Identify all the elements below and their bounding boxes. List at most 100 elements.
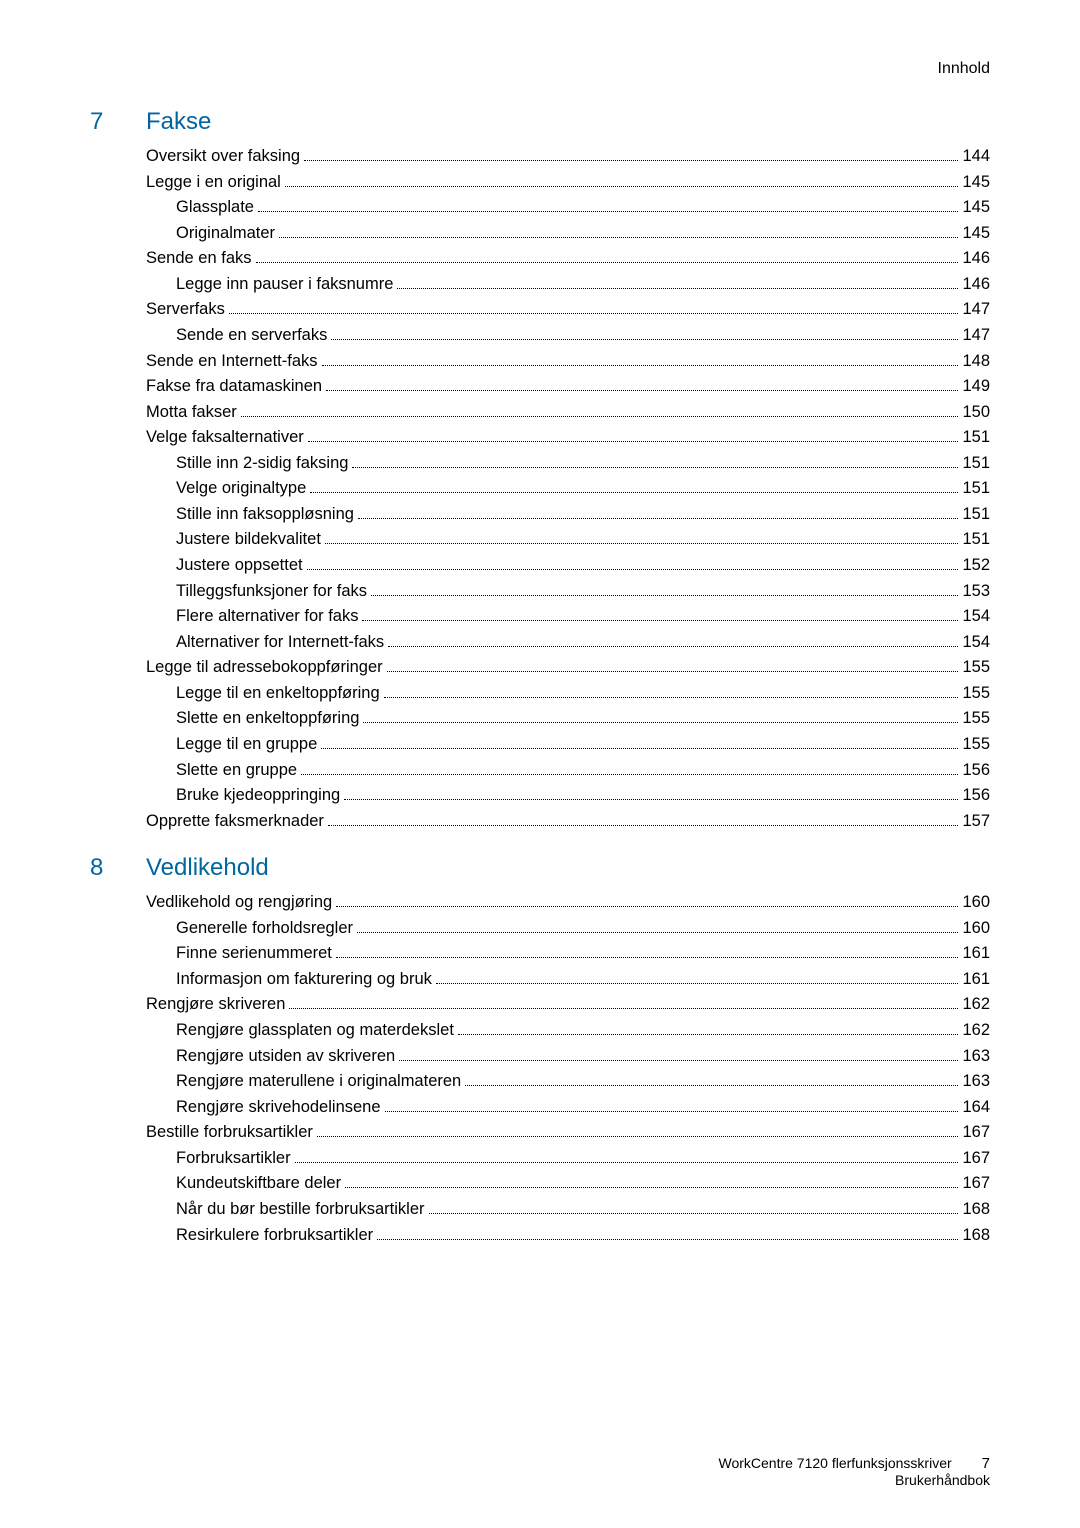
toc-entry-leader [331,323,958,340]
toc-entry-label: Rengjøre skriveren [146,992,285,1018]
toc-entry: Oversikt over faksing144 [146,144,990,170]
toc-entry-leader [345,1172,958,1189]
toc-entry-leader [317,1121,959,1138]
toc-entry: Bruke kjedeoppringing156 [146,783,990,809]
toc-entry: Fakse fra datamaskinen149 [146,374,990,400]
toc-entry-page: 146 [962,246,990,272]
toc-entry-label: Kundeutskiftbare deler [176,1171,341,1197]
toc-entry-leader [436,967,959,984]
toc-entry-page: 161 [962,967,990,993]
toc-entry-label: Legge i en original [146,170,281,196]
toc-entry-label: Tilleggsfunksjoner for faks [176,579,367,605]
toc-entry: Tilleggsfunksjoner for faks 153 [146,579,990,605]
toc-entry-page: 163 [962,1044,990,1070]
chapter-row: 8Vedlikehold [90,854,990,882]
toc-entry-page: 167 [962,1120,990,1146]
toc-entry: Informasjon om fakturering og bruk 161 [146,967,990,993]
toc-entry-label: Sende en faks [146,246,252,272]
toc-entry-label: Originalmater [176,221,275,247]
toc-entry-leader [258,196,959,213]
toc-entry-page: 155 [962,655,990,681]
toc-entry: Serverfaks147 [146,297,990,323]
toc-entry-page: 155 [962,732,990,758]
toc-entry-page: 162 [962,992,990,1018]
toc-entry-leader [344,784,958,801]
toc-entry: Resirkulere forbruksartikler 168 [146,1223,990,1249]
toc-entry-leader [387,656,959,673]
toc-entry-leader [279,221,958,238]
toc-entry: Motta fakser150 [146,400,990,426]
toc-entry-page: 146 [962,272,990,298]
toc-entry-label: Motta fakser [146,400,237,426]
toc-entry-label: Når du bør bestille forbruksartikler [176,1197,425,1223]
toc-entry-label: Vedlikehold og rengjøring [146,890,332,916]
toc-entry-leader [352,451,958,468]
chapter-number: 8 [90,854,146,882]
toc-entry: Generelle forholdsregler 160 [146,916,990,942]
toc-entry-label: Resirkulere forbruksartikler [176,1223,373,1249]
toc-entry-label: Rengjøre glassplaten og materdekslet [176,1018,454,1044]
toc-entry-label: Serverfaks [146,297,225,323]
toc-entry-page: 145 [962,195,990,221]
chapter-row: 7Fakse [90,108,990,136]
footer-line1: WorkCentre 7120 flerfunksjonsskriver [718,1455,951,1471]
toc-entry: Sende en serverfaks147 [146,323,990,349]
toc-entry: Slette en enkeltoppføring155 [146,706,990,732]
toc-entry-leader [429,1197,959,1214]
toc-entry-page: 168 [962,1223,990,1249]
toc-entry-label: Bruke kjedeoppringing [176,783,340,809]
toc-entry: Glassplate145 [146,195,990,221]
toc-entry-label: Rengjøre skrivehodelinsene [176,1095,381,1121]
toc-entry: Kundeutskiftbare deler167 [146,1171,990,1197]
toc-entry-leader [310,477,958,494]
toc-entry: Rengjøre skrivehodelinsene164 [146,1095,990,1121]
toc-entry: Finne serienummeret161 [146,941,990,967]
toc-entry: Rengjøre utsiden av skriveren163 [146,1044,990,1070]
toc-entry-label: Stille inn 2-sidig faksing [176,451,348,477]
toc-entry-leader [399,1044,958,1061]
toc-entry: Vedlikehold og rengjøring 160 [146,890,990,916]
toc-entry-leader [362,605,958,622]
toc-entry-page: 145 [962,221,990,247]
toc-entry-label: Stille inn faksoppløsning [176,502,354,528]
toc-entry-leader [458,1019,959,1036]
toc-entry-leader [256,247,959,264]
toc-entry-leader [285,170,959,187]
toc-entry-leader [321,732,958,749]
toc-entry: Forbruksartikler167 [146,1146,990,1172]
toc-content: 7Fakse Oversikt over faksing144Legge i en… [90,108,990,1248]
toc-entry-leader [326,375,958,392]
toc-entry-label: Informasjon om fakturering og bruk [176,967,432,993]
toc-entry-page: 153 [962,579,990,605]
toc-entry: Opprette faksmerknader157 [146,809,990,835]
toc-entry-leader [295,1146,959,1163]
toc-entry: Rengjøre glassplaten og materdekslet162 [146,1018,990,1044]
toc-entry-label: Slette en enkeltoppføring [176,706,359,732]
toc-entry-label: Legge til en enkeltoppføring [176,681,380,707]
toc-entry-page: 151 [962,502,990,528]
toc-entry-page: 168 [962,1197,990,1223]
toc-entry-page: 152 [962,553,990,579]
toc-entry: Bestille forbruksartikler167 [146,1120,990,1146]
toc-entry-leader [385,1095,959,1112]
toc-entry-leader [229,298,959,315]
toc-section: Vedlikehold og rengjøring160Generelle fo… [146,890,990,1248]
chapter-number: 7 [90,108,146,136]
toc-entry: Stille inn faksoppløsning 151 [146,502,990,528]
toc-entry-page: 160 [962,890,990,916]
toc-entry-page: 155 [962,681,990,707]
toc-entry-leader [388,630,958,647]
toc-entry-leader [384,681,959,698]
toc-entry-label: Rengjøre materullene i originalmateren [176,1069,461,1095]
toc-entry-page: 147 [962,323,990,349]
toc-entry-label: Generelle forholdsregler [176,916,353,942]
toc-entry: Legge inn pauser i faksnumre146 [146,272,990,298]
toc-entry-leader [336,942,959,959]
toc-entry-page: 160 [962,916,990,942]
toc-entry: Justere oppsettet152 [146,553,990,579]
toc-entry: Slette en gruppe156 [146,758,990,784]
footer-pagenum: 7 [982,1455,990,1472]
toc-section: Oversikt over faksing144Legge i en origi… [146,144,990,834]
toc-entry-label: Opprette faksmerknader [146,809,324,835]
toc-entry: Legge til adressebokoppføringer155 [146,655,990,681]
